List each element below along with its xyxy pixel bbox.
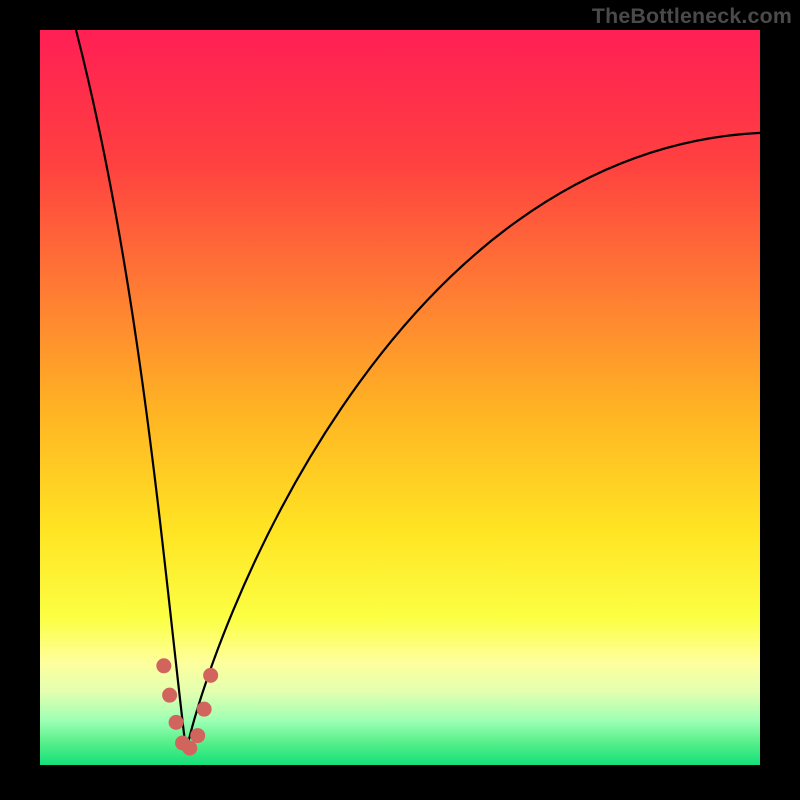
curve-right-branch [186,133,760,752]
notch-marker [156,658,171,673]
notch-marker [162,688,177,703]
notch-marker [203,668,218,683]
chart-stage: TheBottleneck.com [0,0,800,800]
notch-marker [169,715,184,730]
notch-marker [182,741,197,756]
curve-layer [40,30,760,765]
notch-marker [197,702,212,717]
notch-marker [190,728,205,743]
plot-area [40,30,760,765]
curve-left-branch [76,30,186,752]
watermark-text: TheBottleneck.com [592,4,792,29]
notch-markers [156,658,218,755]
